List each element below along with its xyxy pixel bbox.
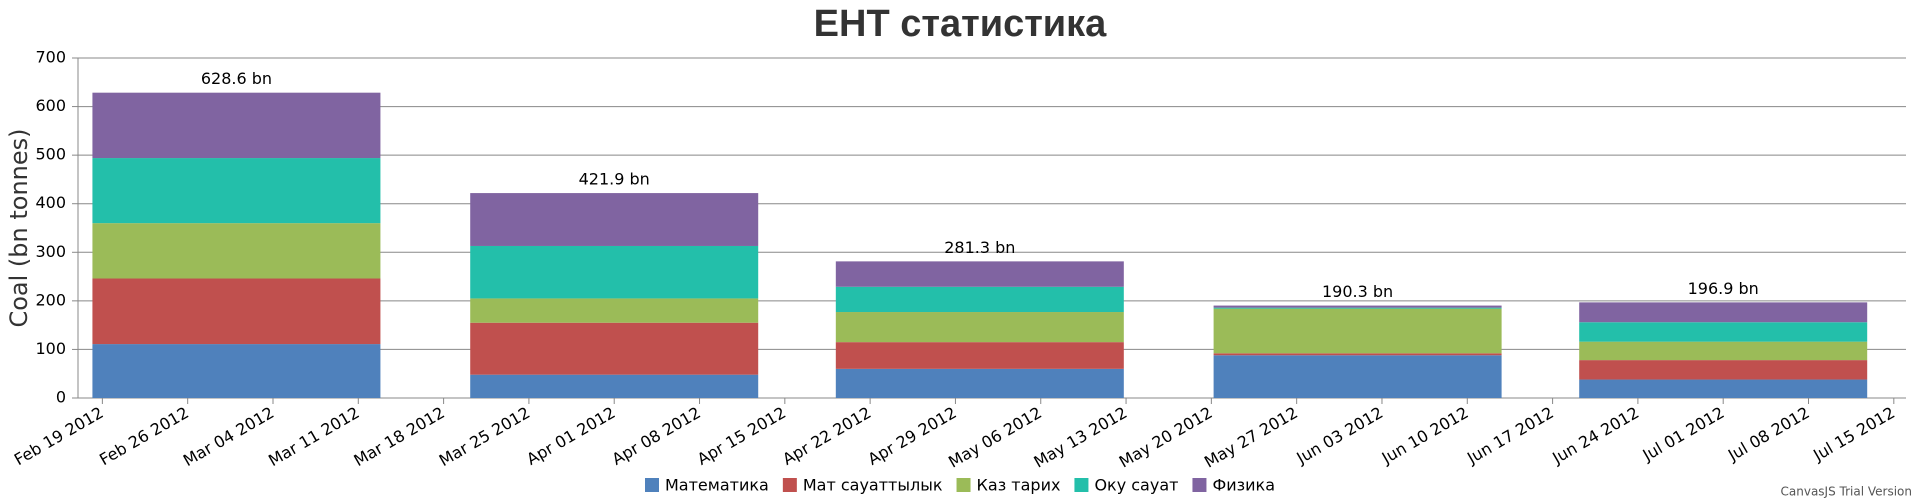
legend-label: Оку сауат [1094, 476, 1178, 495]
bar-segment [1213, 305, 1502, 308]
legend-label: Каз тарих [977, 476, 1061, 495]
bar-segment [92, 92, 381, 159]
bar-segment [470, 298, 759, 323]
x-tick-label: Apr 15 2012 [694, 403, 789, 469]
x-tick-label: Jul 08 2012 [1724, 403, 1813, 465]
bar-segment [92, 278, 381, 345]
bar-segment [470, 374, 759, 398]
total-label: 196.9 bn [1688, 279, 1759, 298]
x-tick-label: Jun 10 2012 [1378, 403, 1472, 468]
x-tick-label: May 27 2012 [1201, 403, 1301, 472]
x-tick-label: Mar 04 2012 [180, 403, 277, 470]
x-tick-label: Apr 08 2012 [609, 403, 704, 469]
x-tick-label: Jun 17 2012 [1463, 403, 1557, 468]
legend-label: Мат сауаттылык [803, 476, 943, 495]
y-axis-title: Coal (bn tonnes) [5, 128, 33, 327]
bar-segment [1213, 353, 1502, 356]
legend-label: Физика [1212, 476, 1275, 495]
bar-segment [835, 368, 1124, 398]
legend-label: Математика [665, 476, 769, 495]
bar-segment [1579, 302, 1868, 323]
x-tick-label: Jul 01 2012 [1639, 403, 1728, 465]
x-tick-label: Feb 26 2012 [96, 403, 192, 469]
bar-segment [1579, 379, 1868, 398]
legend-swatch [1192, 478, 1207, 492]
total-label: 281.3 bn [944, 238, 1015, 257]
bar-segment [470, 322, 759, 375]
x-tick-label: Mar 18 2012 [351, 403, 448, 470]
bar-segment [835, 286, 1124, 313]
bar-segment [470, 193, 759, 246]
legend-swatch [782, 478, 797, 492]
bar-segment [92, 158, 381, 224]
x-tick-label: Feb 19 2012 [11, 403, 107, 469]
x-tick-label: Mar 11 2012 [265, 403, 362, 470]
y-tick-label: 100 [35, 339, 66, 358]
bar-segment [1579, 360, 1868, 380]
x-tick-label: May 13 2012 [1030, 403, 1130, 472]
y-tick-label: 600 [35, 96, 66, 115]
x-tick-label: Apr 22 2012 [779, 403, 874, 469]
y-tick-label: 700 [35, 48, 66, 67]
bar-segment [92, 223, 381, 279]
bar-segment [835, 261, 1124, 287]
x-tick-label: Jul 15 2012 [1809, 403, 1898, 465]
bar-segment [92, 344, 381, 398]
legend-swatch [956, 478, 971, 492]
x-tick-label: May 06 2012 [945, 403, 1045, 472]
bar-segment [470, 245, 759, 299]
legend-swatch [1074, 478, 1089, 492]
total-label: 421.9 bn [579, 170, 650, 189]
bar-segment [1213, 307, 1502, 309]
bar-segment [1213, 355, 1502, 398]
chart-title: ЕНТ статистика [814, 3, 1108, 45]
bar-segment [835, 312, 1124, 343]
total-label: 628.6 bn [201, 69, 272, 88]
y-tick-label: 500 [35, 145, 66, 164]
bar-segment [1579, 341, 1868, 361]
credit: CanvasJS Trial Version [1781, 485, 1912, 499]
bar-segment [1213, 308, 1502, 354]
legend-swatch [645, 478, 659, 492]
x-tick-label: Jun 03 2012 [1293, 403, 1387, 468]
y-tick-label: 0 [56, 388, 66, 407]
y-tick-label: 400 [35, 193, 66, 212]
x-tick-label: Jun 24 2012 [1548, 403, 1642, 468]
x-tick-label: May 20 2012 [1116, 403, 1216, 472]
x-tick-label: Mar 25 2012 [436, 403, 533, 470]
y-tick-label: 200 [35, 290, 66, 309]
bar-segment [1579, 322, 1868, 342]
total-label: 190.3 bn [1322, 282, 1393, 301]
x-tick-label: Apr 29 2012 [865, 403, 960, 469]
x-tick-label: Apr 01 2012 [523, 403, 618, 469]
bar-segment [835, 342, 1124, 369]
y-tick-label: 300 [35, 242, 66, 261]
